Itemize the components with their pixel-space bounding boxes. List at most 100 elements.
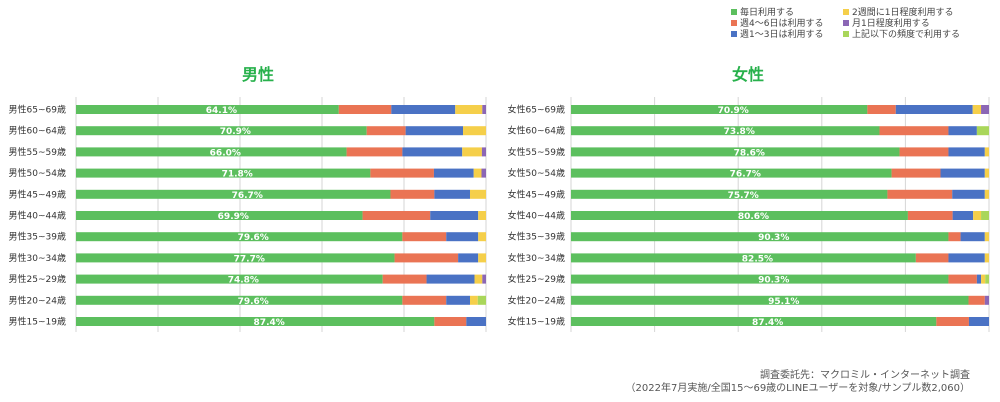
female-data-label: 87.4%: [752, 318, 783, 328]
male-category-label: 男性60~64歳: [9, 125, 66, 137]
legend-label-biweekly: 2週間に1日程度利用する: [852, 8, 954, 18]
female-data-label: 95.1%: [768, 297, 799, 307]
source-line-1: 調査委託先：マクロミル・インターネット調査: [760, 370, 970, 381]
female-bar-segment: [973, 211, 982, 220]
female-bar-segment: [976, 274, 982, 284]
female-bar-segment: [984, 232, 989, 242]
legend-label-daily: 毎日利用する: [740, 8, 795, 18]
male-bar-segment: [402, 147, 463, 157]
male-bar-segment: [76, 295, 403, 305]
female-category-label: 女性50~54歳: [508, 167, 565, 179]
female-category-label: 女性25~29歳: [508, 273, 565, 285]
female-category-label: 女性30~34歳: [508, 252, 565, 264]
male-data-label: 79.6%: [238, 297, 269, 307]
female-category-label: 女性40~44歳: [508, 210, 565, 222]
male-bar-segment: [473, 168, 482, 178]
male-bar-segment: [474, 274, 483, 284]
female-bar-segment: [936, 317, 969, 326]
male-bar-segment: [470, 189, 486, 199]
female-data-label: 75.7%: [728, 191, 759, 201]
male-bar-segment: [481, 147, 486, 157]
female-bar-segment: [981, 211, 989, 220]
male-bar-segment: [76, 168, 371, 178]
female-bar-segment: [972, 105, 982, 114]
legend-item-1-3days: 週1～3日は利用する: [731, 30, 823, 41]
male-data-label: 70.9%: [220, 127, 251, 137]
male-bar-segment: [433, 168, 474, 178]
male-bar-segment: [434, 317, 467, 326]
male-bar-segment: [366, 126, 406, 136]
female-category-label: 女性60~64歳: [508, 125, 565, 137]
male-bar-segment: [434, 189, 471, 199]
male-bar-segment: [478, 253, 486, 263]
male-bar-segment: [391, 105, 456, 114]
female-bar-segment: [948, 274, 977, 284]
male-category-label: 男性25~29歳: [9, 273, 66, 285]
male-bar-segment: [446, 295, 471, 305]
female-bar-segment: [952, 211, 974, 220]
female-bar-segment: [981, 274, 986, 284]
female-category-label: 女性55~59歳: [508, 146, 565, 158]
female-category-label: 女性20~24歳: [508, 294, 565, 306]
female-category-label: 女性45~49歳: [508, 188, 565, 200]
male-bar-segment: [430, 211, 479, 220]
male-category-label: 男性65~69歳: [9, 104, 66, 116]
female-bar-segment: [899, 147, 949, 157]
male-bar-segment: [458, 253, 479, 263]
female-bar-segment: [571, 295, 969, 305]
female-bar-segment: [952, 189, 985, 199]
male-data-label: 69.9%: [218, 212, 249, 222]
female-data-label: 73.8%: [724, 127, 755, 137]
female-bar-segment: [948, 232, 961, 242]
female-bar-segment: [571, 168, 892, 178]
male-data-label: 87.4%: [254, 318, 285, 328]
source-note: 調査委託先：マクロミル・インターネット調査 （2022年7月実施/全国15～69…: [626, 369, 970, 395]
male-chart-title: 男性: [242, 65, 274, 84]
legend-swatch-less: [843, 31, 849, 37]
male-bar-segment: [76, 105, 339, 114]
female-bar-segment: [571, 317, 937, 326]
male-bar-segment: [477, 295, 486, 305]
male-data-label: 64.1%: [206, 106, 237, 116]
male-category-label: 男性15~19歳: [9, 316, 66, 328]
legend-item-less: 上記以下の頻度で利用する: [843, 30, 960, 41]
female-bar-segment: [984, 253, 989, 263]
female-bar-segment: [895, 105, 973, 114]
male-bar-segment: [462, 147, 482, 157]
male-category-label: 男性50~54歳: [9, 167, 66, 179]
male-bar-segment: [390, 189, 435, 199]
female-bar-segment: [571, 232, 949, 242]
female-bar-segment: [571, 105, 868, 114]
female-bar-segment: [984, 147, 989, 157]
legend-label-monthly: 月1日程度利用する: [852, 19, 930, 29]
female-bar-segment: [968, 317, 989, 326]
female-category-label: 女性65~69歳: [508, 104, 565, 116]
female-bar-segment: [948, 147, 985, 157]
female-bar-segment: [571, 189, 888, 199]
female-bar-segment: [867, 105, 896, 114]
female-bar-segment: [571, 211, 908, 220]
legend-label-less: 上記以下の頻度で利用する: [852, 30, 961, 40]
male-category-label: 男性20~24歳: [9, 294, 66, 306]
female-bar-segment: [984, 168, 989, 178]
male-bar-segment: [446, 232, 479, 242]
legend-item-daily: 毎日利用する: [731, 8, 794, 19]
female-data-label: 82.5%: [742, 254, 773, 264]
female-data-label: 70.9%: [718, 106, 749, 116]
male-bar-segment: [394, 253, 459, 263]
legend-swatch-daily: [731, 9, 737, 15]
male-bar-segment: [426, 274, 475, 284]
female-bar-segment: [985, 274, 989, 284]
legend-label-4-6days: 週4～6日は利用する: [740, 19, 824, 29]
female-data-label: 76.7%: [730, 170, 761, 180]
male-bar-segment: [76, 147, 347, 157]
male-category-label: 男性30~34歳: [9, 252, 66, 264]
male-data-label: 76.7%: [232, 191, 263, 201]
male-bar-segment: [76, 274, 383, 284]
male-bar-segment: [402, 295, 447, 305]
female-bar-segment: [879, 126, 949, 136]
male-bar-segment: [455, 105, 483, 114]
male-bar-segment: [338, 105, 392, 114]
female-bar-segment: [891, 168, 941, 178]
